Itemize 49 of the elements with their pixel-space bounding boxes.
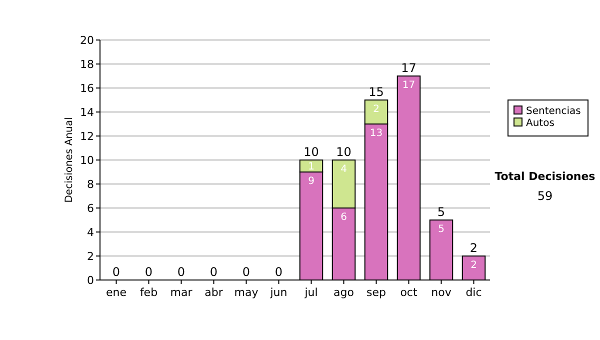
total-label: 10 <box>336 145 352 159</box>
x-tick-label: nov <box>431 286 452 299</box>
y-tick-label: 16 <box>80 82 94 95</box>
y-axis-title: Decisiones Anual <box>64 117 75 203</box>
legend-label: Sentencias <box>526 106 581 117</box>
total-label: 0 <box>177 265 186 279</box>
x-tick-label: mar <box>170 286 193 299</box>
y-tick-label: 6 <box>87 202 94 215</box>
data-label: 6 <box>340 212 347 223</box>
y-tick-label: 14 <box>80 106 94 119</box>
data-label: 1 <box>308 162 314 172</box>
x-tick-label: dic <box>466 286 482 299</box>
x-tick-label: jun <box>269 286 288 299</box>
text: Total Decisiones <box>494 170 596 183</box>
data-label: 5 <box>438 224 444 235</box>
y-tick-label: 4 <box>87 226 94 239</box>
total-label: 2 <box>470 241 478 255</box>
y-tick-label: 18 <box>80 58 94 71</box>
data-label: 17 <box>402 80 416 91</box>
total-label: 10 <box>304 145 319 159</box>
y-tick-label: 10 <box>80 154 94 167</box>
total-label: 0 <box>112 265 120 279</box>
y-tick-label: 0 <box>87 274 94 287</box>
x-tick-label: may <box>234 286 259 299</box>
total-label: 0 <box>210 265 218 279</box>
x-tick-label: jul <box>304 286 318 299</box>
data-label: 2 <box>470 260 477 271</box>
text: 59 <box>537 189 553 203</box>
total-label: 0 <box>242 265 250 279</box>
x-tick-label: sep <box>366 286 386 299</box>
data-label: 9 <box>308 176 314 187</box>
data-label: 4 <box>340 164 347 175</box>
legend-label: Autos <box>526 118 554 129</box>
total-label: 17 <box>401 61 416 75</box>
x-tick-label: ene <box>106 286 127 299</box>
data-label: 2 <box>373 104 380 115</box>
y-tick-label: 12 <box>80 130 94 143</box>
total-label: 5 <box>437 205 446 219</box>
total-label: 15 <box>368 85 384 99</box>
data-label: 13 <box>370 128 383 139</box>
y-tick-label: 20 <box>80 34 94 47</box>
y-tick-label: 8 <box>87 178 94 191</box>
x-tick-label: feb <box>140 286 158 299</box>
y-tick-label: 2 <box>87 250 94 263</box>
total-label: 0 <box>144 265 153 279</box>
x-tick-label: oct <box>400 286 418 299</box>
x-tick-label: abr <box>204 286 224 299</box>
total-label: 0 <box>274 265 283 279</box>
x-tick-label: ago <box>334 286 354 299</box>
